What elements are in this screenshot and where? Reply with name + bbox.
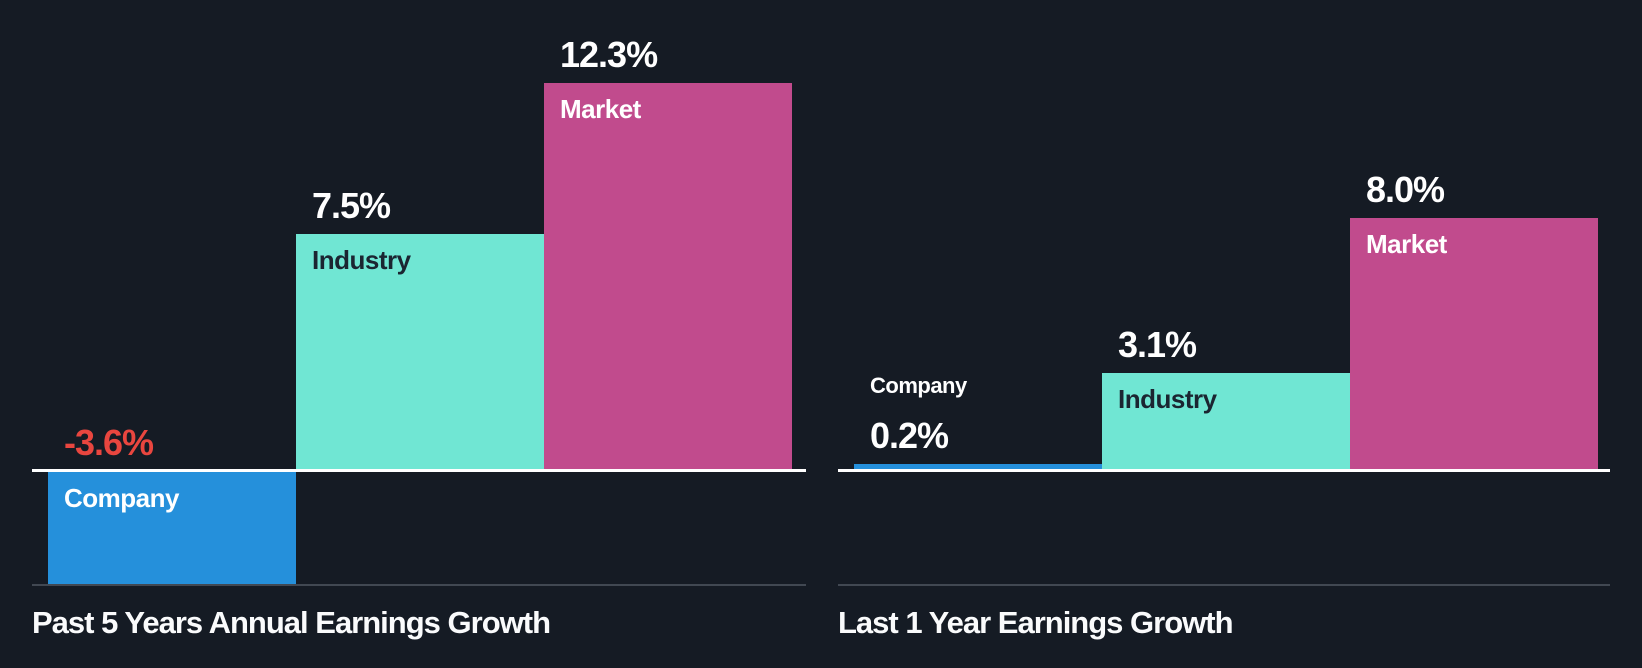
chart-title: Past 5 Years Annual Earnings Growth — [32, 605, 551, 640]
bar-company[interactable] — [854, 464, 1102, 473]
bar-category-label: Industry — [312, 245, 411, 276]
bar-category-label: Industry — [1118, 383, 1217, 414]
bar-value-label: 7.5% — [312, 185, 391, 227]
bar-value-label: 8.0% — [1366, 169, 1445, 211]
bar-market[interactable] — [544, 83, 792, 473]
bar-industry[interactable] — [296, 234, 544, 473]
chart-baseline — [838, 584, 1610, 586]
chart-last-1-year-earnings-growth: Last 1 Year Earnings Growth 0.2% Company 3… — [838, 0, 1610, 668]
chart-title: Last 1 Year Earnings Growth — [838, 605, 1234, 640]
bar-value-label: 0.2% — [870, 415, 949, 457]
bar-category-label: Company — [870, 373, 967, 399]
chart-past-5-years-earnings-growth: Past 5 Years Annual Earnings Growth -3.6… — [32, 0, 806, 668]
bar-market[interactable] — [1350, 218, 1598, 473]
zero-axis-line — [838, 469, 1610, 472]
bar-category-label: Market — [560, 94, 641, 124]
bar-value-label: 3.1% — [1118, 323, 1197, 365]
bar-category-label: Company — [64, 483, 179, 514]
bar-industry[interactable] — [1102, 372, 1350, 473]
bar-value-label: -3.6% — [64, 421, 154, 463]
zero-axis-line — [32, 469, 806, 472]
bar-category-label: Market — [1366, 229, 1447, 260]
bar-value-label: 12.3% — [560, 34, 658, 75]
bar-company[interactable] — [48, 472, 296, 586]
chart-baseline — [32, 584, 806, 586]
